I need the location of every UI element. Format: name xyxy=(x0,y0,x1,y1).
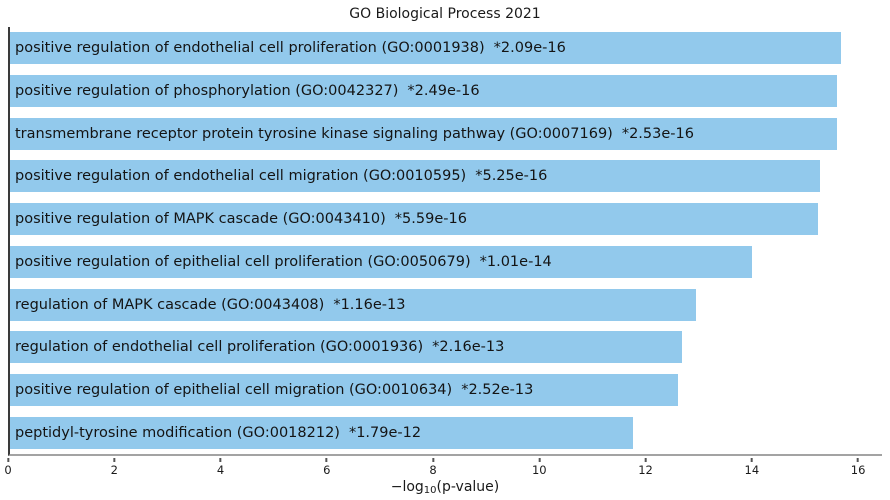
bar-pvalue-label: *5.25e-16 xyxy=(475,168,548,185)
bar-pvalue-label: *2.16e-13 xyxy=(432,339,505,356)
bar: positive regulation of MAPK cascade (GO:… xyxy=(10,203,819,236)
bar-term-label: positive regulation of endothelial cell … xyxy=(15,40,485,57)
x-axis-tick-label: 14 xyxy=(744,463,760,477)
x-axis-label-suffix: (p-value) xyxy=(436,479,500,495)
x-axis-tick-label: 0 xyxy=(4,463,12,477)
bar-pvalue-label: *5.59e-16 xyxy=(394,211,467,228)
bar-term-label: regulation of MAPK cascade (GO:0043408) xyxy=(15,296,325,313)
x-axis-tick: 12 xyxy=(638,458,653,477)
x-axis-tick: 0 xyxy=(4,458,12,477)
x-axis-tick-label: 10 xyxy=(531,463,547,477)
bar: regulation of endothelial cell prolifera… xyxy=(10,331,682,364)
bar-row: regulation of endothelial cell prolifera… xyxy=(10,326,882,369)
x-axis-tick-mark xyxy=(644,458,647,462)
bar-row: positive regulation of endothelial cell … xyxy=(10,155,882,198)
x-axis: 0 2 4 6 8 10 12 14 16 xyxy=(4,458,882,494)
bar: positive regulation of epithelial cell m… xyxy=(10,373,678,406)
bar-term-label: regulation of endothelial cell prolifera… xyxy=(15,339,424,356)
chart-title: GO Biological Process 2021 xyxy=(349,6,541,22)
x-axis-tick-mark xyxy=(857,458,860,462)
x-axis-tick-label: 4 xyxy=(216,463,225,477)
x-axis-tick: 10 xyxy=(532,458,547,477)
bar: positive regulation of endothelial cell … xyxy=(10,160,820,193)
bar-term-label: peptidyl-tyrosine modification (GO:00182… xyxy=(15,424,340,441)
bar-term-label: positive regulation of phosphorylation (… xyxy=(15,83,399,100)
bar-term-label: positive regulation of epithelial cell p… xyxy=(15,253,471,270)
bar-pvalue-label: *2.09e-16 xyxy=(493,40,566,57)
bar: transmembrane receptor protein tyrosine … xyxy=(10,117,837,150)
x-axis-tick: 16 xyxy=(850,458,866,477)
x-axis-label-prefix: −log xyxy=(390,479,424,495)
plot-area: positive regulation of endothelial cell … xyxy=(8,27,882,456)
bar: regulation of MAPK cascade (GO:0043408) *… xyxy=(10,288,696,321)
bar: positive regulation of phosphorylation (… xyxy=(10,75,837,108)
bar-term-label: positive regulation of epithelial cell m… xyxy=(15,381,453,398)
bar: positive regulation of epithelial cell p… xyxy=(10,245,753,278)
bar-pvalue-label: *1.01e-14 xyxy=(479,253,552,270)
bar: peptidyl-tyrosine modification (GO:00182… xyxy=(10,416,633,449)
x-axis-tick-label: 8 xyxy=(429,463,437,477)
x-axis-tick-mark xyxy=(325,458,328,462)
bar-pvalue-label: *1.16e-13 xyxy=(333,296,406,313)
x-axis-tick: 2 xyxy=(111,458,118,477)
x-axis-tick: 6 xyxy=(323,458,330,477)
bar-pvalue-label: *2.53e-16 xyxy=(621,125,694,142)
x-axis-tick: 8 xyxy=(429,458,437,477)
x-axis-tick: 14 xyxy=(744,458,760,477)
x-axis-label: −log10(p-value) xyxy=(8,479,882,496)
x-axis-tick-mark xyxy=(432,458,435,462)
bar-row: positive regulation of endothelial cell … xyxy=(10,27,882,70)
bar-term-label: positive regulation of endothelial cell … xyxy=(15,168,467,185)
x-axis-tick-label: 2 xyxy=(110,463,118,477)
bar-term-label: transmembrane receptor protein tyrosine … xyxy=(15,125,613,142)
bar-row: regulation of MAPK cascade (GO:0043408) *… xyxy=(10,283,882,326)
x-axis-tick-label: 6 xyxy=(323,463,331,477)
bar-pvalue-label: *2.49e-16 xyxy=(407,83,480,100)
x-axis-tick-label: 16 xyxy=(850,463,866,477)
x-axis-tick-mark xyxy=(538,458,541,462)
x-axis-tick: 4 xyxy=(217,458,224,477)
bars: positive regulation of endothelial cell … xyxy=(10,27,882,454)
bar-row: positive regulation of epithelial cell m… xyxy=(10,369,882,412)
x-axis-tick-mark xyxy=(750,458,753,462)
bar-row: positive regulation of MAPK cascade (GO:… xyxy=(10,198,882,241)
bar-row: transmembrane receptor protein tyrosine … xyxy=(10,112,882,155)
x-axis-tick-mark xyxy=(6,458,9,462)
x-axis-label-subscript: 10 xyxy=(423,485,437,496)
bar-pvalue-label: *2.52e-13 xyxy=(461,381,534,398)
bar-pvalue-label: *1.79e-12 xyxy=(348,424,422,441)
bar-term-label: positive regulation of MAPK cascade (GO:… xyxy=(15,211,386,228)
x-axis-tick-mark xyxy=(113,458,116,462)
bar: positive regulation of endothelial cell … xyxy=(10,32,842,65)
x-axis-tick-label: 12 xyxy=(638,463,653,477)
x-axis-tick-mark xyxy=(219,458,222,462)
bar-row: positive regulation of epithelial cell p… xyxy=(10,241,882,284)
bar-row: positive regulation of phosphorylation (… xyxy=(10,70,882,113)
bar-row: peptidyl-tyrosine modification (GO:00182… xyxy=(10,411,882,454)
